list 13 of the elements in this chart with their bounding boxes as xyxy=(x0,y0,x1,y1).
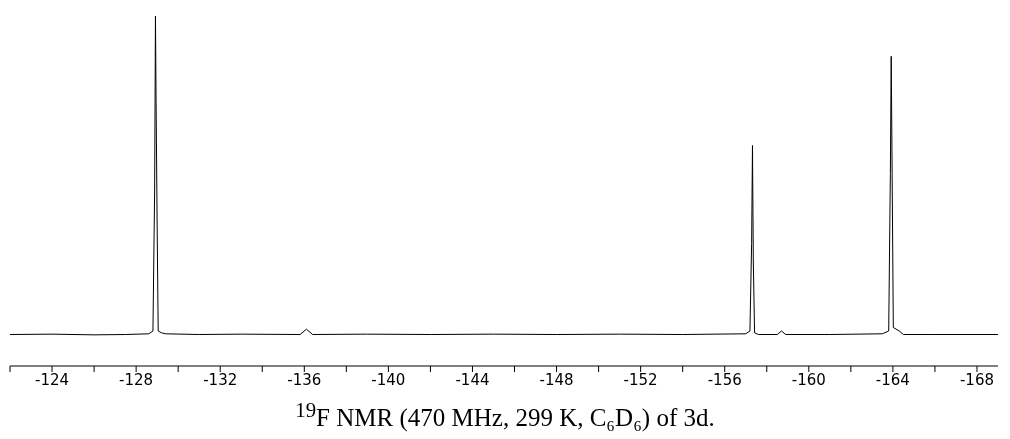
x-tick-label: -140 xyxy=(371,370,406,389)
x-tick-label: -132 xyxy=(203,370,238,389)
text: $^{19}$F NMR (470 MHz, 299 K, C₆D₆) of 3d. xyxy=(294,398,716,433)
x-tick-label: -160 xyxy=(791,370,826,389)
x-tick-label: -124 xyxy=(35,370,70,389)
x-tick-label: -168 xyxy=(959,370,994,389)
x-tick-label: -136 xyxy=(287,370,322,389)
x-tick-label: -152 xyxy=(623,370,658,389)
x-tick-label: -164 xyxy=(875,370,910,389)
x-tick-label: -148 xyxy=(539,370,574,389)
x-tick-label: -156 xyxy=(707,370,742,389)
x-tick-label: -144 xyxy=(455,370,490,389)
x-tick-label: -128 xyxy=(119,370,154,389)
